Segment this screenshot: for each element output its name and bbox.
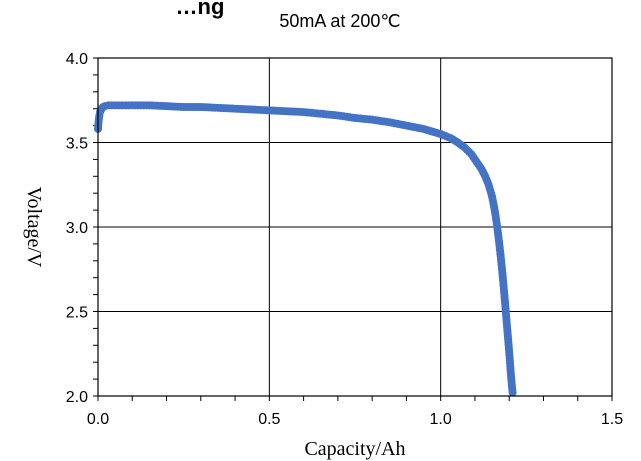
data-point	[508, 388, 517, 397]
x-tick-label: 0.0	[87, 411, 109, 428]
y-tick-label: 3.5	[66, 136, 88, 153]
tick-labels: 0.0 0.5 1.0 1.5 2.0 2.5 3.0 3.5 4.0	[66, 51, 623, 428]
y-tick-label: 2.5	[66, 305, 88, 322]
x-tick-label: 1.5	[601, 411, 623, 428]
x-tick-label: 0.5	[258, 411, 280, 428]
y-tick-label: 3.0	[66, 220, 88, 237]
chart-subtitle: 50mA at 200℃	[279, 11, 400, 31]
data-points	[94, 101, 517, 397]
y-axis-title: Voltage/V	[23, 187, 45, 268]
y-tick-label: 4.0	[66, 51, 88, 68]
y-tick-label: 2.0	[66, 389, 88, 406]
chart-title: …ng	[176, 0, 225, 19]
x-axis-title: Capacity/Ah	[304, 438, 405, 460]
grid-lines	[98, 58, 612, 396]
x-tick-label: 1.0	[430, 411, 452, 428]
plot-frame	[97, 57, 613, 397]
